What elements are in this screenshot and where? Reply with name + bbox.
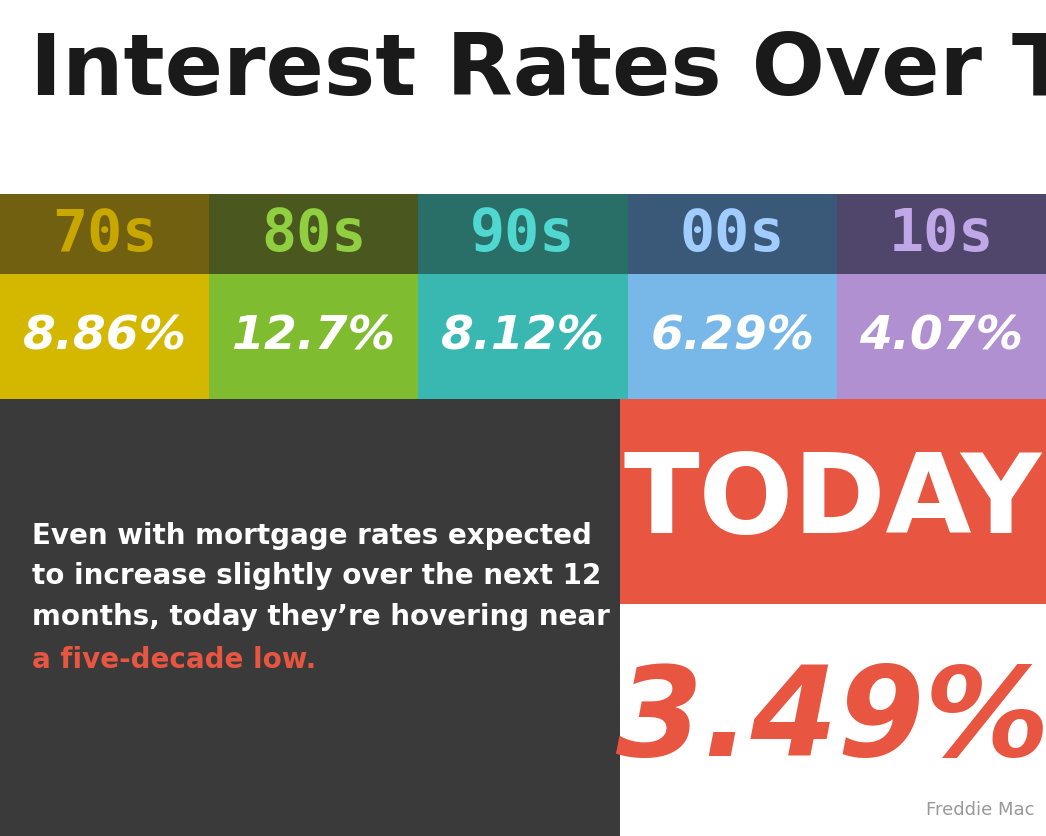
Text: Even with mortgage rates expected
to increase slightly over the next 12
months, : Even with mortgage rates expected to inc…	[32, 522, 610, 630]
Bar	[0, 400, 620, 836]
Text: TODAY: TODAY	[623, 449, 1042, 556]
Text: 8.12%: 8.12%	[441, 314, 605, 359]
Text: 10s: 10s	[889, 206, 994, 263]
Text: a five-decade low.: a five-decade low.	[32, 645, 316, 673]
Bar	[620, 604, 1046, 836]
Text: Interest Rates Over Time: Interest Rates Over Time	[30, 30, 1046, 113]
Bar	[837, 195, 1046, 275]
Text: 80s: 80s	[262, 206, 366, 263]
Bar	[0, 195, 209, 275]
Bar	[628, 275, 837, 400]
Text: 6.29%: 6.29%	[651, 314, 814, 359]
Bar	[0, 275, 209, 400]
Bar	[418, 275, 628, 400]
Text: 12.7%: 12.7%	[232, 314, 395, 359]
Text: 00s: 00s	[680, 206, 784, 263]
Bar	[620, 400, 1046, 604]
Bar	[628, 195, 837, 275]
Bar	[418, 195, 628, 275]
Text: 8.86%: 8.86%	[23, 314, 186, 359]
Text: 70s: 70s	[52, 206, 157, 263]
Text: 4.07%: 4.07%	[860, 314, 1023, 359]
Text: 3.49%: 3.49%	[616, 660, 1046, 781]
Bar	[837, 275, 1046, 400]
Text: 90s: 90s	[471, 206, 575, 263]
Bar	[209, 275, 418, 400]
Bar	[209, 195, 418, 275]
Text: Freddie Mac: Freddie Mac	[926, 800, 1034, 818]
